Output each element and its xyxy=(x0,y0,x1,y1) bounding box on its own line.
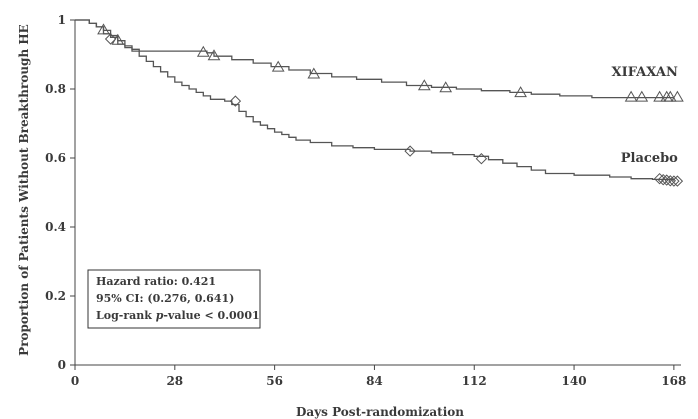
series-label-xifaxan: XIFAXAN xyxy=(612,65,678,80)
stats-box: Hazard ratio: 0.421 95% CI: (0.276, 0.64… xyxy=(87,269,261,329)
axes: 0 0.2 0.4 0.6 0.8 1 0 28 56 84 112 140 168 xyxy=(45,13,686,388)
logrank-text: Log-rank p-value < 0.0001 xyxy=(96,309,260,322)
censor-marker-placebo xyxy=(660,174,673,186)
censor-marker-xifaxan xyxy=(196,45,210,57)
series-labels: XIFAXAN Placebo xyxy=(612,65,679,166)
ci-text: 95% CI: (0.276, 0.641) xyxy=(96,292,234,305)
x-tick-label: 56 xyxy=(266,374,283,388)
censor-marker-placebo xyxy=(104,33,117,45)
y-tick-label: 0.2 xyxy=(45,289,66,303)
x-tick-label: 0 xyxy=(71,374,79,388)
y-tick-label: 0.4 xyxy=(45,220,66,234)
y-tick-label: 1 xyxy=(58,13,66,27)
censor-marker-placebo xyxy=(229,95,242,107)
x-tick-label: 140 xyxy=(562,374,587,388)
censor-marker-xifaxan xyxy=(439,81,453,93)
censor-marker-xifaxan xyxy=(207,49,221,61)
series-line-placebo xyxy=(75,19,675,181)
censor-marker-placebo xyxy=(653,172,666,185)
censor-marker-placebo xyxy=(668,175,680,187)
censor-marker-placebo xyxy=(671,175,684,187)
y-tick-label: 0 xyxy=(58,358,66,372)
hazard-ratio-text: Hazard ratio: 0.421 xyxy=(96,275,216,288)
censor-marker-placebo xyxy=(664,175,677,187)
logrank-p: p xyxy=(156,309,164,322)
censor-marker-xifaxan xyxy=(417,79,431,91)
stats-box-frame xyxy=(87,269,261,329)
y-tick-label: 0.6 xyxy=(45,151,66,165)
censor-marker-xifaxan xyxy=(624,90,638,102)
x-tick-label: 112 xyxy=(462,374,487,388)
y-tick-label: 0.8 xyxy=(45,82,66,96)
x-tick-label: 84 xyxy=(366,374,383,388)
censor-marker-xifaxan xyxy=(271,60,285,72)
logrank-prefix: Log-rank xyxy=(96,309,156,322)
series-line-xifaxan xyxy=(75,19,674,99)
censor-marker-xifaxan xyxy=(653,90,666,102)
series-layer xyxy=(75,19,684,187)
censor-marker-xifaxan xyxy=(663,90,677,102)
censor-marker-placebo xyxy=(475,152,488,165)
x-axis-title: Days Post-randomization xyxy=(296,405,464,419)
x-tick-label: 28 xyxy=(166,374,183,388)
y-axis-title: Proportion of Patients Without Breakthro… xyxy=(17,24,31,356)
censor-marker-xifaxan xyxy=(307,67,321,79)
series-label-placebo: Placebo xyxy=(621,151,678,166)
censor-marker-xifaxan xyxy=(514,86,527,98)
logrank-suffix: -value < 0.0001 xyxy=(163,309,259,322)
censor-marker-xifaxan xyxy=(635,90,649,102)
censor-marker-placebo xyxy=(657,173,669,186)
censor-marker-placebo xyxy=(404,145,416,157)
x-tick-label: 168 xyxy=(661,374,686,388)
censor-marker-xifaxan xyxy=(671,90,684,102)
